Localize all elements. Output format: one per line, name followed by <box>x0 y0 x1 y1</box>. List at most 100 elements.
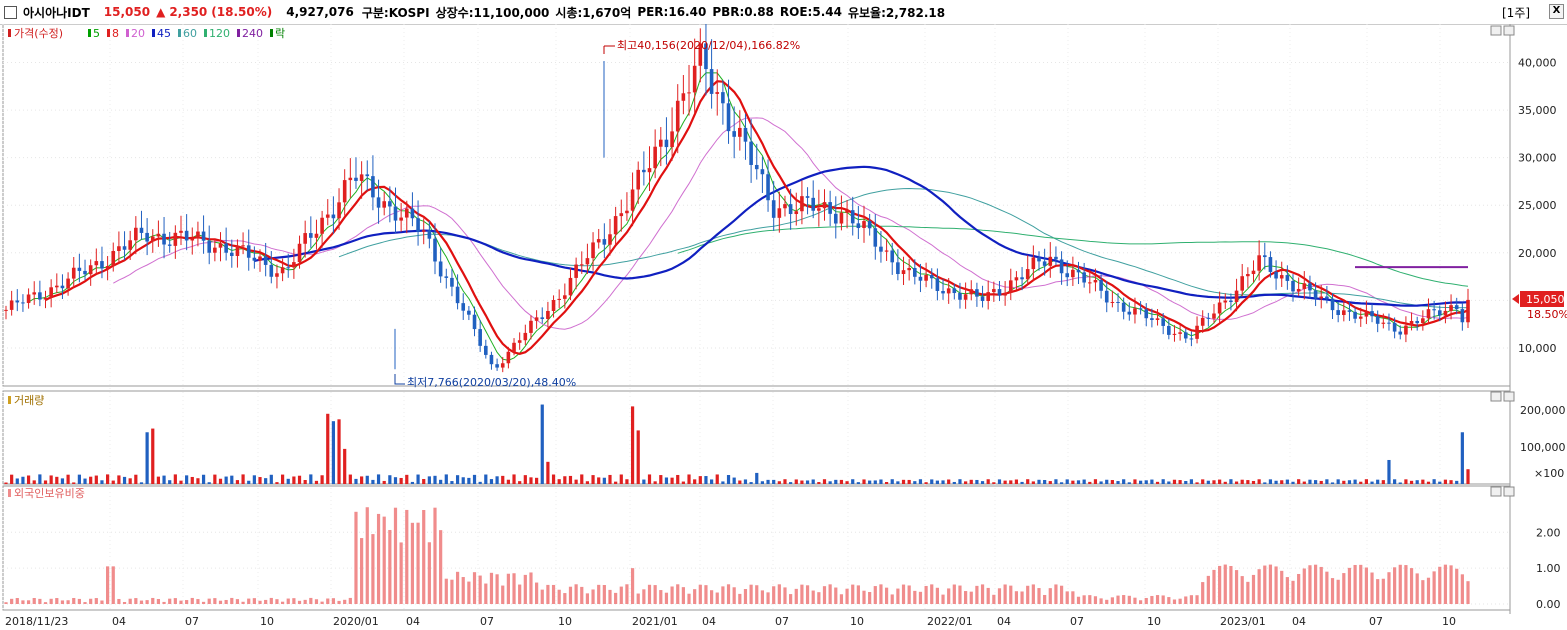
foreign-bar <box>845 588 849 604</box>
candle-body <box>1392 322 1397 332</box>
foreign-bar <box>941 594 945 604</box>
candle-body <box>320 217 324 234</box>
foreign-bar <box>213 598 217 604</box>
volume-bar <box>884 482 889 484</box>
foreign-bar <box>1381 578 1385 604</box>
candle-body <box>1325 296 1329 299</box>
volume-bar <box>924 482 928 484</box>
legend-swatch <box>88 29 91 37</box>
candle-body <box>749 141 753 165</box>
foreign-bar <box>55 598 59 604</box>
x-tick-label: 2020/01 <box>333 615 379 628</box>
volume-bar <box>1336 479 1340 484</box>
foreign-bar <box>38 598 42 604</box>
panel1-minimize-button[interactable] <box>1490 25 1502 36</box>
volume-bar <box>1257 479 1261 484</box>
candle-body <box>833 213 838 224</box>
candle-body <box>1229 300 1233 303</box>
candle-body <box>1279 275 1284 279</box>
select-checkbox[interactable] <box>4 5 17 19</box>
close-button[interactable]: X <box>1549 4 1564 19</box>
candle-body <box>1240 276 1245 291</box>
foreign-bar <box>574 584 578 604</box>
volume-bar <box>1443 479 1448 484</box>
candle-body <box>980 296 985 301</box>
foreign-bar <box>1443 564 1448 604</box>
volume-bar <box>653 481 657 484</box>
candle-body <box>1404 325 1408 335</box>
volume-bar <box>614 481 618 484</box>
panel3-minimize-button[interactable] <box>1490 486 1502 497</box>
x-tick-label: 07 <box>1369 615 1383 628</box>
foreign-bar <box>1234 570 1239 604</box>
candle-body <box>1093 280 1098 283</box>
period-selector[interactable]: [1주] <box>1502 5 1531 20</box>
volume-bar <box>1313 480 1318 484</box>
foreign-bar <box>1460 574 1464 604</box>
foreign-bar <box>551 584 556 604</box>
volume-bar <box>1393 479 1397 484</box>
foreign-bar <box>1330 578 1335 604</box>
volume-bar <box>580 474 584 484</box>
volume-bar <box>1263 482 1267 484</box>
panel1-maximize-button[interactable] <box>1503 25 1515 36</box>
candle-body <box>21 302 25 304</box>
volume-bar <box>26 475 31 484</box>
foreign-bar <box>608 589 612 604</box>
candle-body <box>128 240 132 250</box>
volume-bar <box>1387 459 1391 484</box>
candle-body <box>1330 298 1335 311</box>
volume-bar <box>546 461 550 484</box>
foreign-bar <box>980 584 985 604</box>
foreign-bar <box>704 585 708 604</box>
panel3-maximize-button[interactable] <box>1503 486 1515 497</box>
volume-bar <box>1426 481 1431 484</box>
volume-bar <box>230 475 234 484</box>
volume-bar <box>1325 479 1329 484</box>
volume-bar <box>540 404 544 484</box>
candle-body <box>83 270 87 275</box>
volume-bar <box>1234 481 1239 484</box>
stock-chart[interactable]: 40,000 35,000 30,000 25,000 20,000 10,000 200,… <box>0 24 1567 630</box>
panel2-maximize-button[interactable] <box>1503 391 1515 402</box>
foreign-bar <box>873 586 877 604</box>
foreign-bar <box>1359 564 1363 604</box>
x-tick-label: 04 <box>112 615 126 628</box>
volume-bar <box>913 481 917 484</box>
foreign-bar <box>489 572 494 604</box>
volume-bar <box>839 479 844 484</box>
volume-bar <box>1076 480 1081 484</box>
foreign-bar <box>726 584 731 604</box>
candle-body <box>647 168 652 173</box>
foreign-bar <box>1438 566 1442 604</box>
volume-bar <box>410 481 415 484</box>
candle-body <box>1003 292 1007 296</box>
x-tick-label: 2023/01 <box>1220 615 1266 628</box>
candle-body <box>167 244 172 246</box>
foreign-bar <box>179 600 183 604</box>
foreign-bar <box>1370 572 1374 604</box>
foreign-bar <box>732 587 736 604</box>
candle-body <box>692 65 697 93</box>
foreign-bar <box>687 593 691 604</box>
foreign-bar <box>1189 595 1194 604</box>
panel2-minimize-button[interactable] <box>1490 391 1502 402</box>
foreign-bar <box>760 590 765 604</box>
candle-body <box>913 267 917 277</box>
volume-bar <box>625 479 629 484</box>
volume-bar <box>512 474 516 484</box>
candle-body <box>201 231 206 241</box>
foreign-bar <box>1325 571 1329 604</box>
x-tick-label: 04 <box>702 615 716 628</box>
volume-bar <box>1415 480 1419 484</box>
foreign-bar <box>789 594 793 604</box>
foreign-tick-label: 0.00 <box>1536 598 1561 611</box>
candle-body <box>534 317 539 321</box>
candle-body <box>867 221 872 229</box>
foreign-bar <box>1319 566 1323 604</box>
foreign-bar <box>630 568 635 604</box>
volume-bar <box>1195 482 1199 484</box>
candle-body <box>382 201 387 208</box>
foreign-bar <box>890 594 894 604</box>
listed-shares: 상장수:11,100,000 <box>435 5 550 20</box>
